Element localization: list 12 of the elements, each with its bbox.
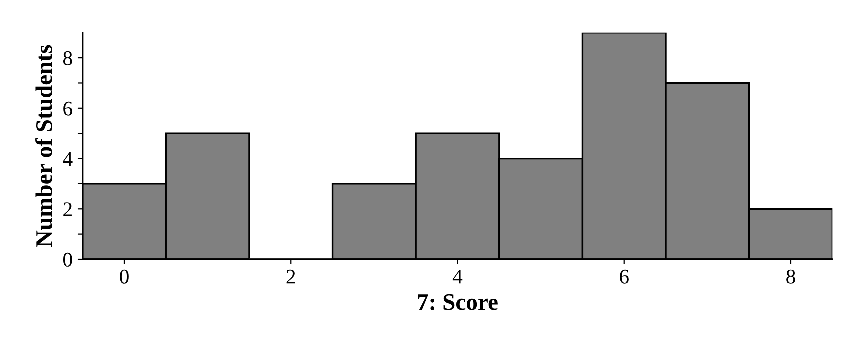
- x-tick-label: 6: [620, 270, 629, 284]
- x-tick-label: 0: [120, 270, 129, 284]
- x-tick-label: 8: [786, 270, 796, 284]
- y-tick-label: 4: [63, 152, 73, 166]
- x-axis-title: 7: Score: [418, 294, 498, 310]
- y-axis-title: Number of Students: [35, 45, 52, 248]
- x-tick-label: 4: [452, 270, 463, 284]
- y-tick-label: 8: [63, 51, 72, 66]
- y-tick-label: 0: [63, 252, 72, 267]
- y-tick-label: 2: [64, 202, 72, 216]
- y-tick-label: 6: [64, 102, 72, 116]
- x-tick-label: 2: [286, 270, 296, 284]
